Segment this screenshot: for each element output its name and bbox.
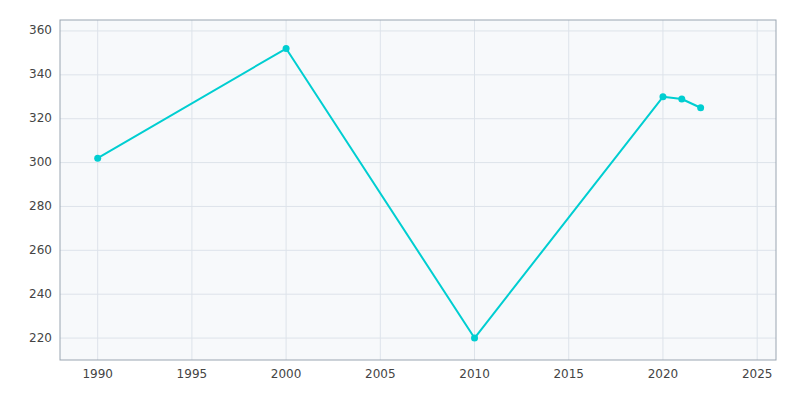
- x-grid-line: [474, 20, 475, 360]
- y-grid-line: [60, 74, 776, 75]
- x-tick-label: 2020: [648, 367, 679, 381]
- y-tick-label: 340: [29, 67, 52, 81]
- chart: 220 240 260 280 300 320 340 360 1990 1995 2000 2005…: [0, 0, 800, 400]
- y-grid-line: [60, 30, 776, 31]
- y-tick-label: 280: [29, 199, 52, 213]
- y-grid-line: [60, 338, 776, 339]
- point: [94, 155, 101, 162]
- x-tick-label: 2025: [742, 367, 773, 381]
- x-tick-label: 2015: [553, 367, 584, 381]
- point: [697, 104, 704, 111]
- x-tick-label: 1990: [82, 367, 113, 381]
- x-grid-line: [757, 20, 758, 360]
- y-tick-label: 260: [29, 243, 52, 257]
- point: [471, 335, 478, 342]
- y-tick-label: 360: [29, 23, 52, 37]
- x-tick-label: 2010: [459, 367, 490, 381]
- x-tick-label: 2000: [271, 367, 302, 381]
- point: [678, 95, 685, 102]
- y-tick-label: 300: [29, 155, 52, 169]
- tick-labels: 220 240 260 280 300 320 340 360 1990 1995 2000 2005…: [29, 23, 772, 381]
- x-grid-line: [97, 20, 98, 360]
- y-tick-label: 320: [29, 111, 52, 125]
- y-grid-line: [60, 294, 776, 295]
- y-tick-label: 220: [29, 331, 52, 345]
- x-grid-line: [191, 20, 192, 360]
- plot-frame: [60, 20, 776, 360]
- x-grid-line: [380, 20, 381, 360]
- y-tick-label: 240: [29, 287, 52, 301]
- point: [283, 45, 290, 52]
- x-grid-line: [662, 20, 663, 360]
- y-grid-line: [60, 206, 776, 207]
- x-grid-line: [568, 20, 569, 360]
- chart-container: 220 240 260 280 300 320 340 360 1990 1995 2000 2005…: [0, 0, 800, 400]
- line: [98, 49, 701, 339]
- x-tick-label: 1995: [177, 367, 208, 381]
- x-tick-label: 2005: [365, 367, 396, 381]
- y-grid-line: [60, 162, 776, 163]
- plot-area: [60, 20, 776, 360]
- x-grid-line: [286, 20, 287, 360]
- point: [659, 93, 666, 100]
- grid: [60, 20, 776, 360]
- series: [94, 45, 704, 342]
